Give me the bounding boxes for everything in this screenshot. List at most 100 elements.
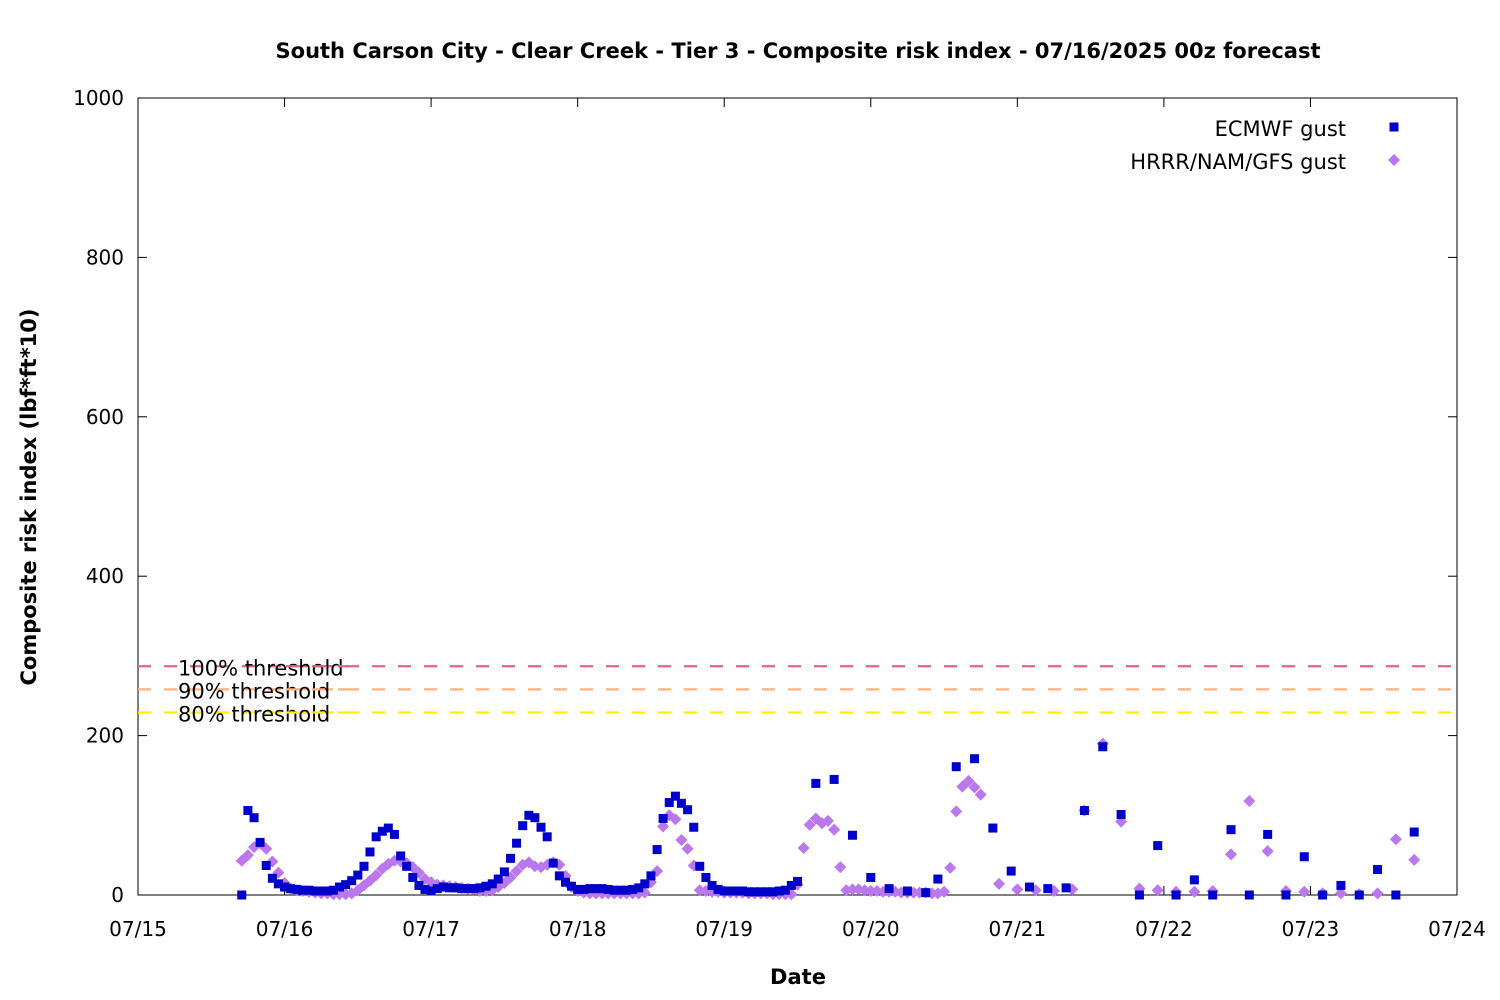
ecmwf-point [951, 762, 961, 772]
y-axis-label: Composite risk index (lbf*ft*10) [17, 308, 41, 685]
legend-marker-hrrr [1388, 154, 1400, 166]
data-series [235, 737, 1421, 901]
hrrr-point [834, 861, 847, 874]
threshold-label: 80% threshold [178, 702, 330, 726]
hrrr-point [1188, 885, 1201, 898]
ecmwf-point [249, 813, 259, 823]
ecmwf-point [237, 890, 247, 900]
ecmwf-point [487, 879, 497, 889]
hrrr-point [797, 841, 810, 854]
hrrr-point [675, 834, 688, 847]
ecmwf-point [444, 883, 454, 893]
hrrr-point [821, 814, 834, 827]
ecmwf-point [1336, 880, 1346, 890]
hrrr-point [1151, 884, 1164, 897]
ecmwf-point [316, 886, 326, 896]
ecmwf-point [304, 885, 314, 895]
ecmwf-point [573, 884, 583, 894]
y-tick-label: 1000 [73, 86, 124, 110]
y-tick-label: 800 [86, 245, 124, 269]
ecmwf-point [725, 886, 735, 896]
ecmwf-point [1318, 890, 1328, 900]
ecmwf-point [1281, 890, 1291, 900]
y-tick-label: 600 [86, 405, 124, 429]
ecmwf-point [322, 886, 332, 896]
ecmwf-point [829, 774, 839, 784]
legend-label-hrrr: HRRR/NAM/GFS gust [1130, 150, 1346, 174]
x-tick-label: 07/22 [1135, 917, 1193, 941]
x-tick-label: 07/21 [989, 917, 1047, 941]
ecmwf-point [371, 832, 381, 842]
hrrr-point [1243, 794, 1256, 807]
y-tick-label: 200 [86, 724, 124, 748]
ecmwf-point [438, 882, 448, 892]
ecmwf-point [506, 853, 516, 863]
ecmwf-point [530, 813, 540, 823]
ecmwf-point [1208, 890, 1218, 900]
ecmwf-point [261, 861, 271, 871]
ecmwf-point [280, 882, 290, 892]
ecmwf-point [499, 867, 509, 877]
ecmwf-point [1226, 825, 1236, 835]
ecmwf-point [774, 886, 784, 896]
ecmwf-point [597, 884, 607, 894]
ecmwf-point [585, 884, 595, 894]
ecmwf-point [335, 882, 345, 892]
ecmwf-point [658, 813, 668, 823]
hrrr-point [1389, 833, 1402, 846]
ecmwf-point [1189, 875, 1199, 885]
ecmwf-point [1354, 890, 1364, 900]
ecmwf-point [621, 885, 631, 895]
ecmwf-point [756, 887, 766, 897]
ecmwf-point [524, 810, 534, 820]
ecmwf-point [847, 830, 857, 840]
ecmwf-point [1373, 864, 1383, 874]
ecmwf-point [548, 858, 558, 868]
ecmwf-point [347, 876, 357, 886]
ecmwf-point [652, 845, 662, 855]
threshold-lines [138, 665, 1457, 714]
ecmwf-point [744, 887, 754, 897]
ecmwf-point [970, 754, 980, 764]
hrrr-point [828, 823, 841, 836]
hrrr-point [657, 820, 670, 833]
hrrr-point [1334, 887, 1347, 900]
x-tick-label: 07/18 [549, 917, 607, 941]
ecmwf-point [432, 884, 442, 894]
ecmwf-point [1171, 890, 1181, 900]
x-axis-label: Date [770, 965, 826, 989]
series-ecmwf [237, 742, 1419, 900]
ecmwf-point [567, 881, 577, 891]
legend-label-ecmwf: ECMWF gust [1215, 117, 1346, 141]
ecmwf-point [255, 837, 265, 847]
ecmwf-point [676, 798, 686, 808]
ecmwf-point [793, 876, 802, 886]
y-tick-label: 400 [86, 564, 124, 588]
ecmwf-point [365, 847, 375, 857]
ecmwf-point [420, 884, 430, 894]
hrrr-point [938, 885, 951, 898]
hrrr-point [974, 788, 987, 801]
threshold-label: 90% threshold [178, 679, 330, 703]
ecmwf-point [383, 823, 393, 833]
ecmwf-point [1299, 852, 1309, 862]
ecmwf-point [689, 822, 699, 832]
ecmwf-point [1263, 829, 1273, 839]
ecmwf-point [389, 829, 399, 839]
ecmwf-point [512, 838, 522, 848]
hrrr-point [944, 861, 957, 874]
ecmwf-point [1024, 882, 1034, 892]
hrrr-point [1371, 887, 1384, 900]
ecmwf-point [719, 886, 729, 896]
ecmwf-point [780, 885, 790, 895]
ecmwf-point [353, 870, 363, 880]
ecmwf-point [243, 806, 253, 816]
ecmwf-point [866, 872, 876, 882]
x-tick-label: 07/17 [402, 917, 460, 941]
ecmwf-point [341, 880, 351, 890]
ecmwf-point [1061, 883, 1071, 893]
ecmwf-point [609, 885, 619, 895]
ecmwf-point [603, 884, 613, 894]
